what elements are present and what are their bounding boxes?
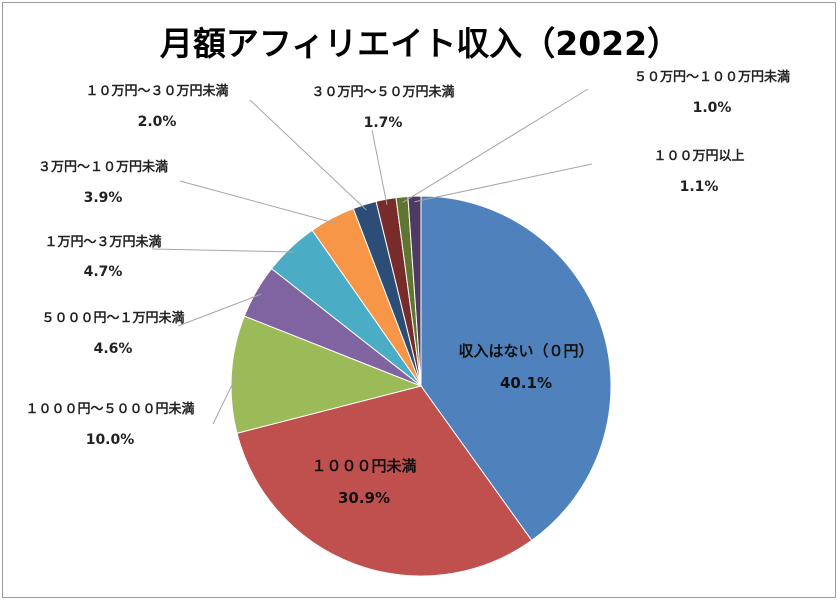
slice-label-9: ５０万円～１００万円未満 bbox=[634, 69, 790, 85]
slice-label-2: １０００円未満 bbox=[311, 457, 416, 475]
slice-value-1: 40.1% bbox=[500, 374, 552, 392]
slice-value-8: 1.7% bbox=[364, 115, 403, 131]
slice-label-1: 収入はない（０円） bbox=[458, 342, 593, 360]
leader-line-8 bbox=[371, 129, 388, 205]
chart-title: 月額アフィリエイト収入（2022） bbox=[160, 24, 680, 63]
leader-line-6 bbox=[179, 180, 335, 224]
slice-value-5: 4.7% bbox=[84, 264, 123, 280]
pie-slice-3 bbox=[230, 315, 423, 434]
leader-line-10 bbox=[414, 163, 593, 203]
slice-label-7: １０万円～３０万円未満 bbox=[85, 83, 228, 99]
slice-label-4: ５０００円～１万円未満 bbox=[41, 310, 184, 326]
pie-slice-2 bbox=[236, 385, 533, 577]
slice-label-10: １００万円以上 bbox=[653, 149, 744, 164]
pie-slice-10 bbox=[407, 195, 422, 387]
slice-value-4: 4.6% bbox=[94, 341, 133, 357]
pie-slice-1 bbox=[420, 195, 612, 542]
slice-label-5: １万円～３万円未満 bbox=[44, 234, 161, 250]
slice-label-3: １０００円～５０００円未満 bbox=[25, 401, 194, 417]
slice-label-8: ３０万円～５０万円未満 bbox=[311, 84, 454, 100]
slice-value-2: 30.9% bbox=[338, 489, 390, 507]
leader-line-4 bbox=[177, 293, 262, 327]
leader-line-3 bbox=[212, 374, 238, 425]
slice-value-9: 1.0% bbox=[693, 100, 732, 116]
slice-value-10: 1.1% bbox=[680, 179, 719, 195]
slice-value-3: 10.0% bbox=[86, 432, 135, 448]
slice-label-6: ３万円～１０万円未満 bbox=[38, 159, 168, 175]
slice-value-7: 2.0% bbox=[138, 114, 177, 130]
leader-line-7 bbox=[249, 99, 367, 211]
leader-line-5 bbox=[151, 248, 295, 253]
leader-line-9 bbox=[402, 88, 589, 204]
slice-value-6: 3.9% bbox=[84, 190, 123, 206]
